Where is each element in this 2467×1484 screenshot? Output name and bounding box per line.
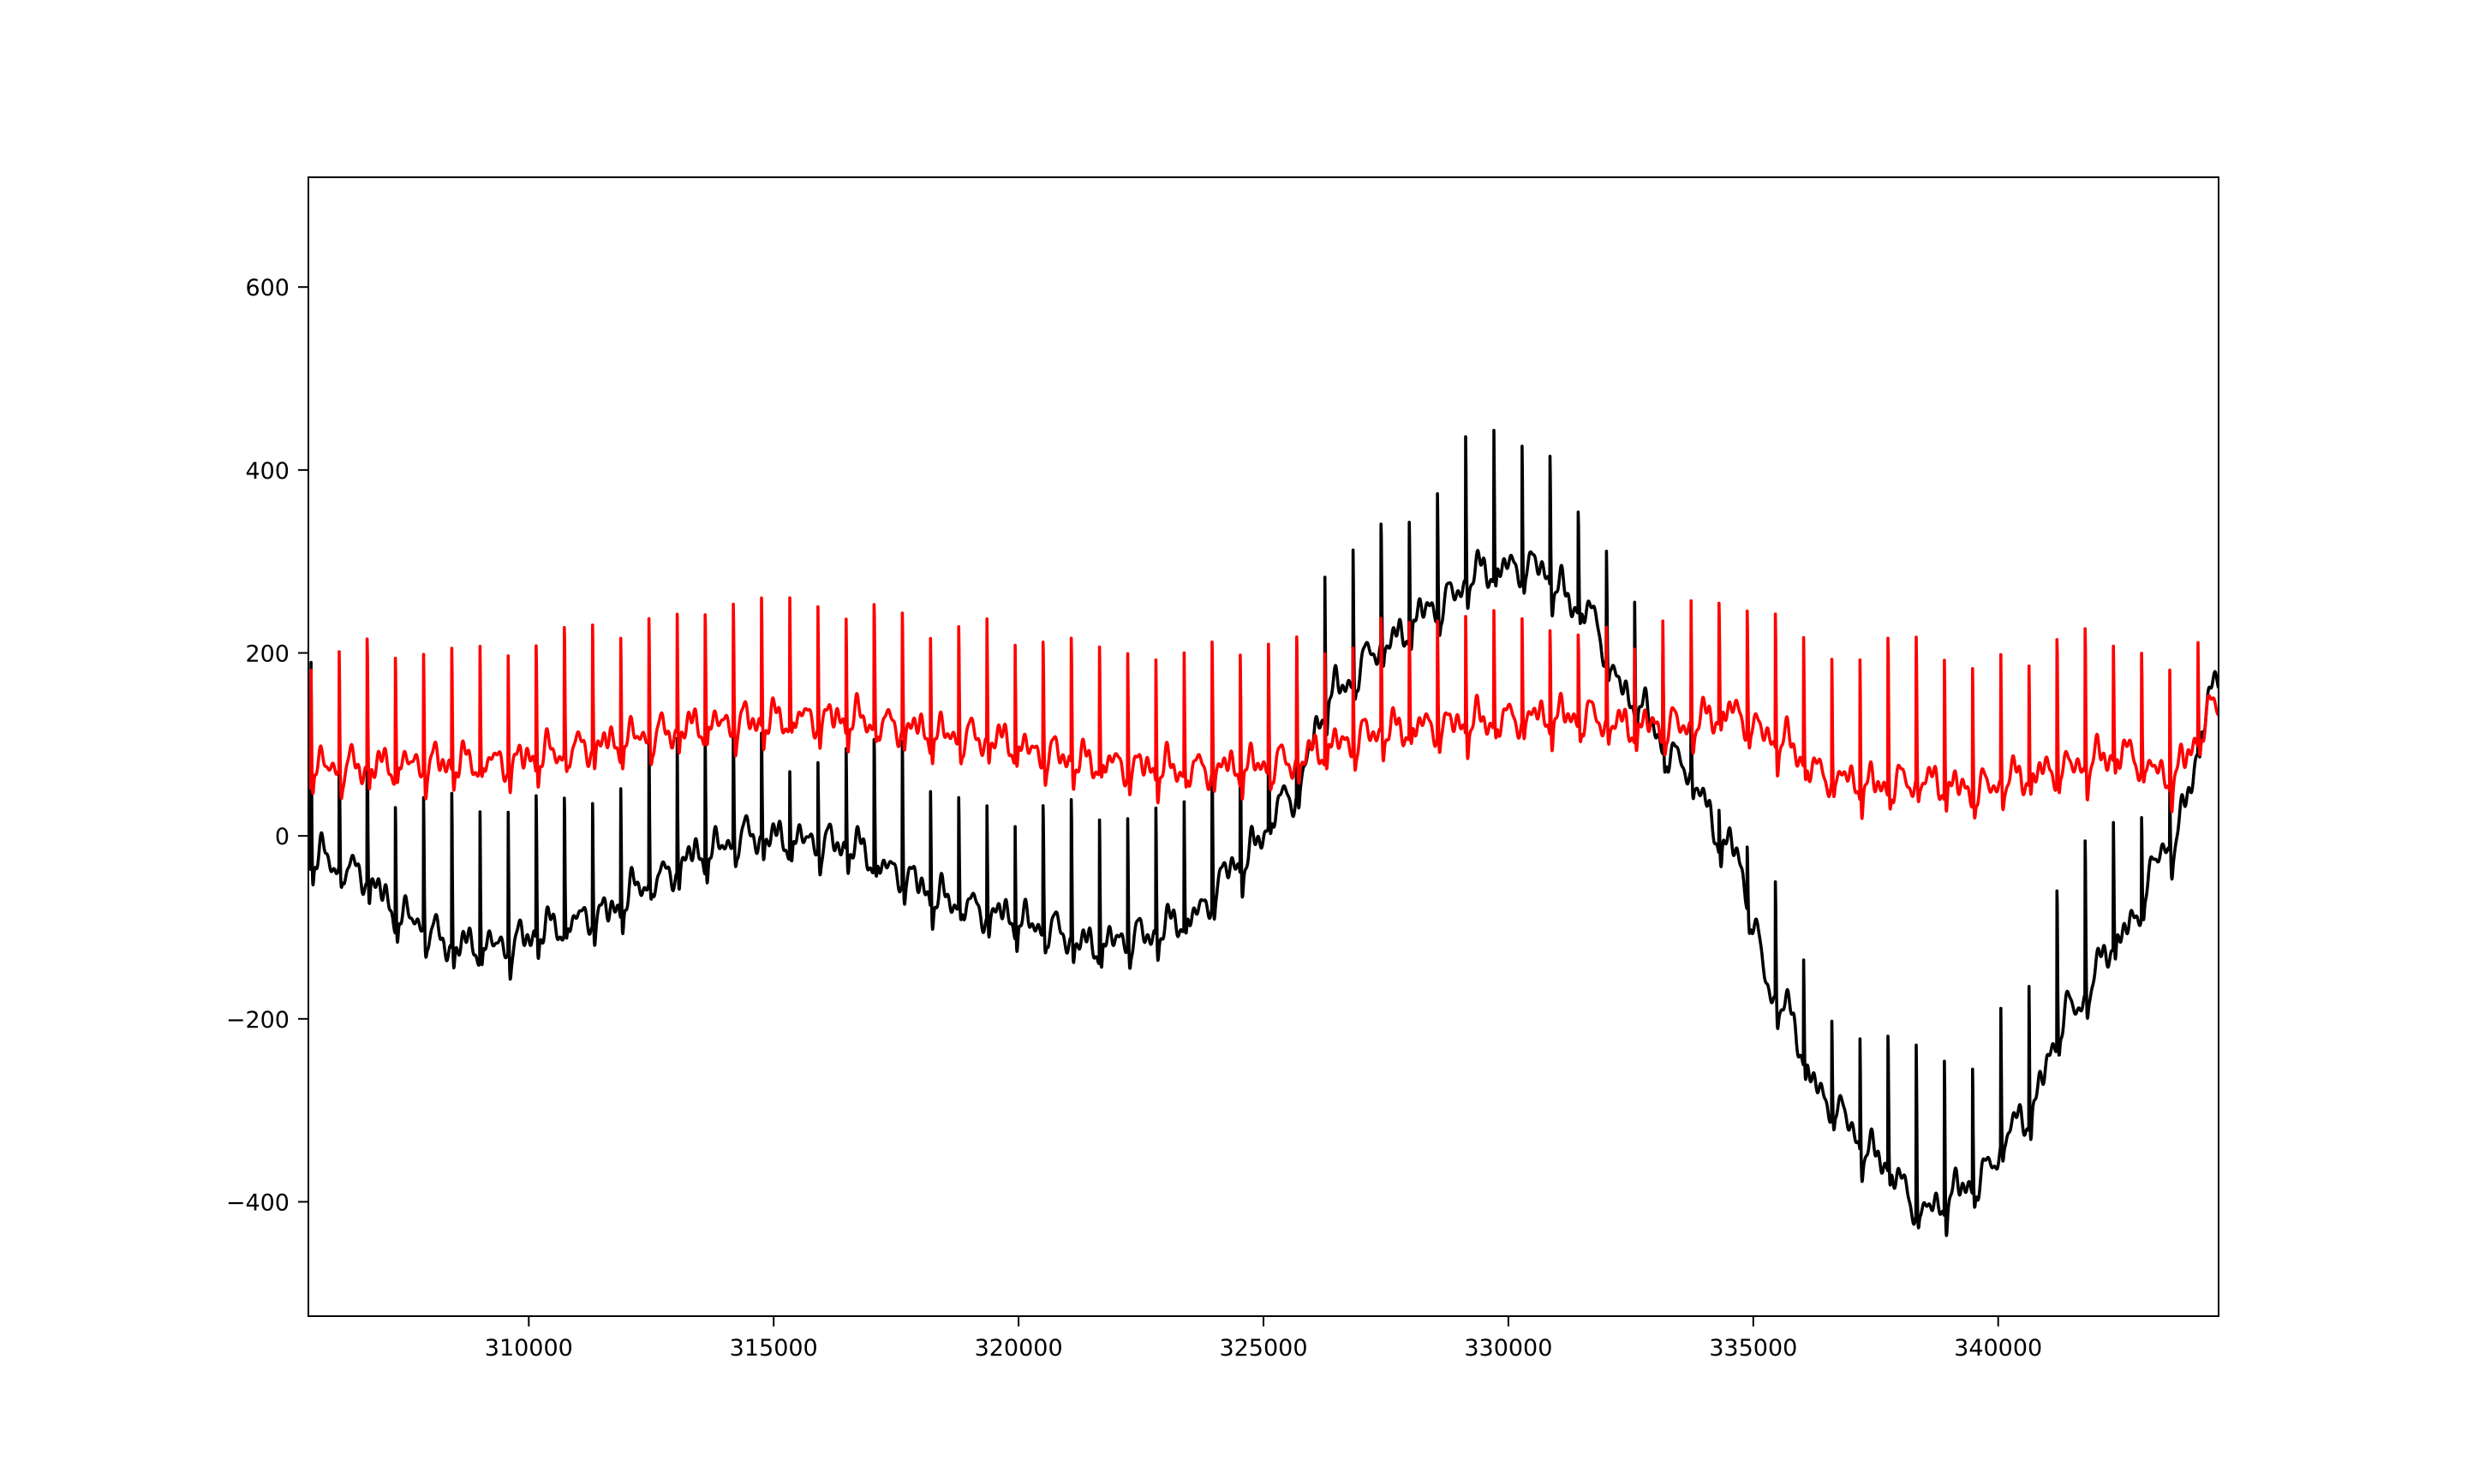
x-tick-label: 340000 bbox=[1954, 1335, 2042, 1362]
y-tick-label: −400 bbox=[226, 1189, 290, 1216]
y-tick-label: 400 bbox=[245, 458, 290, 485]
x-tick-label: 320000 bbox=[975, 1335, 1063, 1362]
x-tick-label: 330000 bbox=[1464, 1335, 1552, 1362]
series-layer bbox=[308, 428, 2219, 1237]
x-tick-label: 315000 bbox=[730, 1335, 818, 1362]
y-tick-label: −200 bbox=[226, 1007, 290, 1034]
y-tick-label: 200 bbox=[245, 641, 290, 668]
x-tick-label: 310000 bbox=[485, 1335, 573, 1362]
y-tick-label: 0 bbox=[275, 824, 290, 850]
series-line-1 bbox=[308, 428, 2219, 1237]
y-axis: 600 400 200 0 −200 −400 bbox=[226, 275, 308, 1216]
y-tick-label: 600 bbox=[245, 275, 290, 301]
x-tick-label: 325000 bbox=[1219, 1335, 1307, 1362]
x-axis: 310000 315000 320000 325000 330000 335000 3400… bbox=[485, 1316, 2042, 1362]
x-tick-label: 335000 bbox=[1709, 1335, 1797, 1362]
series-line-2 bbox=[308, 596, 2219, 820]
